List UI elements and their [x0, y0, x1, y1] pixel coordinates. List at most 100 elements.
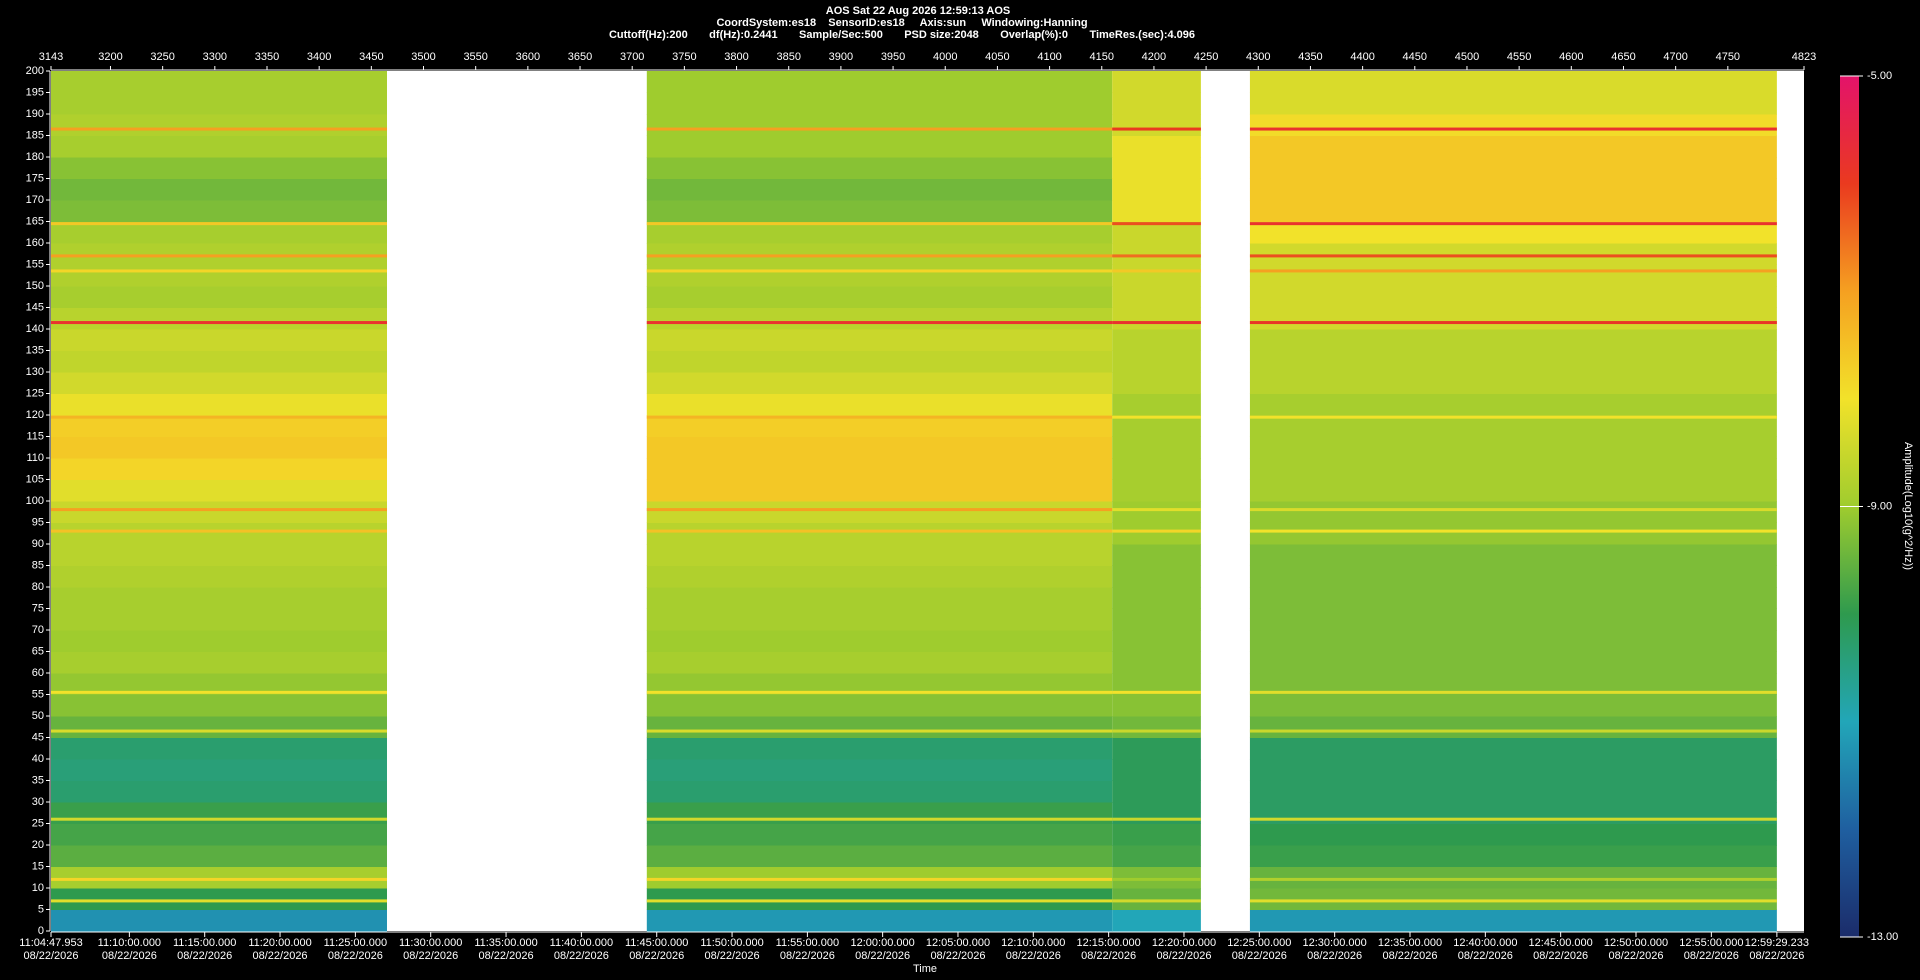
heat-cell [646, 823, 1113, 846]
heat-cell [1112, 415, 1201, 437]
x2-tick-label: 4750 [1716, 51, 1740, 63]
y-tick-label: 100 [26, 495, 44, 507]
x2-tick-label: 3450 [359, 51, 383, 63]
heat-cell [1249, 415, 1777, 437]
x-tick-label: 12:59:29.233 08/22/2026 [1744, 937, 1809, 962]
y-tick-label: 35 [32, 774, 44, 786]
x2-tick-label: 3300 [203, 51, 227, 63]
heat-cell [1112, 243, 1201, 265]
x2-tick-label: 3400 [307, 51, 331, 63]
tone-line [51, 269, 387, 273]
heat-cell [1249, 393, 1777, 416]
tone-line [1112, 899, 1201, 903]
heat-cell [1249, 329, 1777, 351]
x-tick-label: 12:15:00.000 08/22/2026 [1076, 937, 1141, 962]
y-tick-label: 200 [26, 65, 44, 77]
x2-tick-label: 4250 [1194, 51, 1218, 63]
heat-cell [1112, 716, 1201, 738]
y-tick-label: 60 [32, 667, 44, 679]
tone-line [1249, 817, 1777, 821]
tone-line [1112, 415, 1201, 419]
heat-cell [1249, 888, 1777, 910]
y-tick-label: 195 [26, 86, 44, 98]
y-tick-label: 150 [26, 280, 44, 292]
heat-cell [1112, 221, 1201, 244]
heat-cell [646, 200, 1113, 222]
heat-cell [646, 737, 1113, 760]
tone-line [51, 529, 387, 533]
heat-cell [51, 200, 387, 222]
x-tick-label: 11:40:00.000 08/22/2026 [549, 937, 614, 962]
heat-cell [1112, 307, 1201, 330]
heat-cell [1249, 716, 1777, 738]
heat-cell [646, 350, 1113, 373]
heat-cell [1249, 501, 1777, 523]
tone-line [1112, 127, 1201, 131]
heat-cell [646, 716, 1113, 738]
heat-cell [646, 372, 1113, 394]
heat-cell [646, 522, 1113, 545]
tone-line [646, 899, 1113, 903]
x-tick-label: 11:50:00.000 08/22/2026 [700, 937, 764, 962]
y-tick-label: 175 [26, 172, 44, 184]
y-tick-label: 65 [32, 645, 44, 657]
tone-line [1249, 254, 1777, 258]
heat-cell [1249, 71, 1777, 93]
heat-cell [646, 393, 1113, 416]
heat-cell [1112, 587, 1201, 609]
heat-cell [1112, 630, 1201, 652]
heat-cell [1112, 651, 1201, 674]
tone-line [646, 729, 1113, 733]
heat-cell [51, 651, 387, 674]
heat-cell [1249, 909, 1777, 932]
tone-line [646, 817, 1113, 821]
y-tick-label: 25 [32, 817, 44, 829]
x2-tick-label: 3950 [881, 51, 905, 63]
heat-cell [1112, 135, 1201, 158]
x2-tick-label: 3350 [255, 51, 279, 63]
tone-line [1249, 508, 1777, 512]
heat-cell [1249, 630, 1777, 652]
y-tick-label: 130 [26, 366, 44, 378]
heat-cell [1112, 329, 1201, 351]
heat-cell [646, 759, 1113, 781]
heat-cell [1112, 544, 1201, 566]
heat-cell [646, 587, 1113, 609]
heat-cell [646, 888, 1113, 910]
tone-line [1249, 321, 1777, 325]
x-tick-label: 12:55:00.000 08/22/2026 [1679, 937, 1744, 962]
x-axis-label: Time [913, 963, 937, 975]
x-tick-label: 11:04:47.953 08/22/2026 [19, 937, 83, 962]
tone-line [51, 899, 387, 903]
y-tick-label: 105 [26, 473, 44, 485]
x2-tick-label: 3800 [724, 51, 748, 63]
heat-cell [646, 329, 1113, 351]
tone-line [51, 415, 387, 419]
tone-line [51, 254, 387, 258]
heat-cell [51, 264, 387, 287]
heat-cell [51, 329, 387, 351]
x-tick-label: 11:15:00.000 08/22/2026 [172, 937, 237, 962]
heat-cell [51, 286, 387, 308]
y-tick-label: 90 [32, 538, 44, 550]
x2-tick-label: 4150 [1090, 51, 1114, 63]
heat-cell [646, 651, 1113, 674]
heat-cell [1112, 845, 1201, 867]
tone-line [646, 127, 1113, 131]
x2-tick-label: 4700 [1663, 51, 1687, 63]
x-tick-label: 12:00:00.000 08/22/2026 [850, 937, 915, 962]
heat-cell [51, 135, 387, 158]
heat-cell [1112, 780, 1201, 803]
x2-tick-label: 3900 [829, 51, 853, 63]
y-tick-label: 55 [32, 688, 44, 700]
x-tick-label: 11:30:00.000 08/22/2026 [398, 937, 463, 962]
heat-cell [646, 458, 1113, 480]
x-tick-label: 12:45:00.000 08/22/2026 [1528, 937, 1593, 962]
heat-cell [51, 114, 387, 136]
tone-line [51, 877, 387, 881]
x2-tick-label: 4050 [985, 51, 1009, 63]
heat-cell [646, 694, 1113, 717]
heat-cell [1112, 565, 1201, 588]
heat-cell [646, 264, 1113, 287]
heat-cell [51, 522, 387, 545]
